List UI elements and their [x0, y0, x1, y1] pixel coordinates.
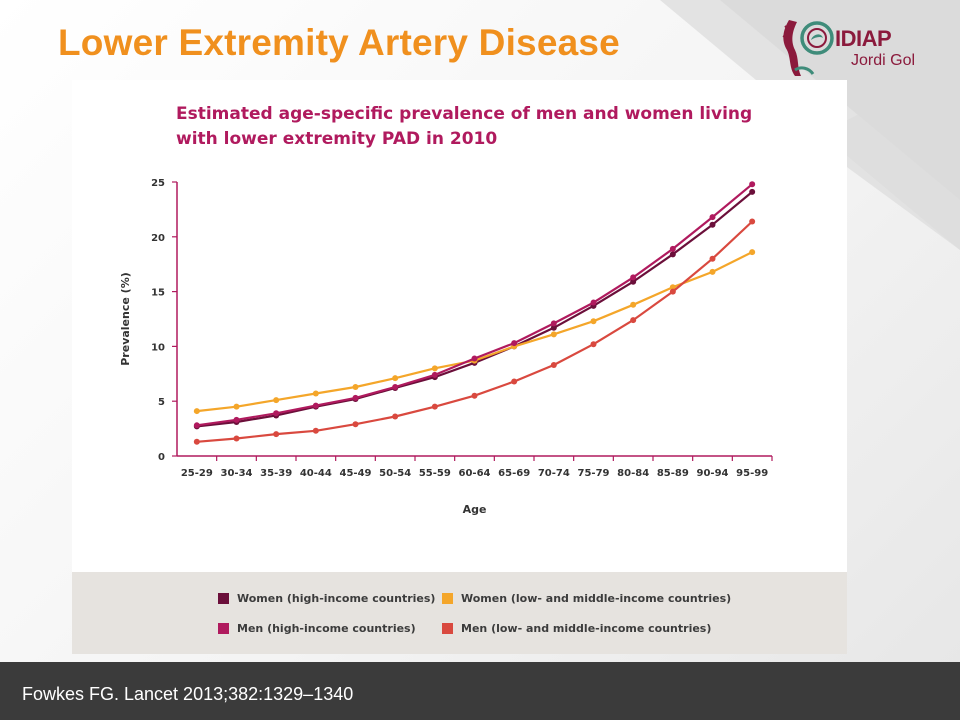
line-chart: 0 5 10 15 20 25 25-29 30-34 35-39 40-44 45-49 50-54…: [119, 178, 773, 516]
data-point-men-low-and-middle-income-countries: [630, 317, 637, 324]
legend-label: Men (low- and middle-income countries): [461, 622, 712, 635]
x-tick-label: 70-74: [538, 468, 570, 479]
x-tick-label: 40-44: [300, 468, 332, 479]
x-tick-label: 45-49: [340, 468, 372, 479]
citation: Fowkes FG. Lancet 2013;382:1329–1340: [22, 684, 354, 704]
idiap-emblem-icon: [782, 20, 834, 76]
data-point-men-low-and-middle-income-countries: [709, 255, 716, 262]
data-point-men-high-income-countries: [550, 320, 557, 327]
data-point-men-low-and-middle-income-countries: [511, 378, 518, 385]
data-point-men-high-income-countries: [630, 274, 637, 281]
logo-name: IDIAP: [835, 26, 892, 51]
data-point-men-low-and-middle-income-countries: [749, 218, 756, 225]
data-point-women-low-and-middle-income-countries: [312, 390, 319, 397]
x-tick-label: 95-99: [736, 468, 768, 479]
data-point-men-low-and-middle-income-countries: [193, 438, 200, 445]
legend-swatch: [218, 593, 229, 604]
x-tick-label: 80-84: [617, 468, 649, 479]
x-tick-label: 65-69: [498, 468, 530, 479]
data-point-women-low-and-middle-income-countries: [749, 249, 756, 256]
data-point-women-high-income-countries: [709, 221, 716, 228]
data-point-men-high-income-countries: [709, 214, 716, 221]
data-point-women-low-and-middle-income-countries: [273, 397, 280, 404]
y-tick-label: 0: [158, 452, 165, 463]
y-tick-label: 10: [151, 342, 165, 353]
data-point-women-low-and-middle-income-countries: [392, 375, 399, 382]
data-point-men-high-income-countries: [233, 416, 240, 423]
legend-swatch: [218, 623, 229, 634]
data-point-women-high-income-countries: [630, 278, 637, 285]
data-point-men-low-and-middle-income-countries: [431, 403, 438, 410]
data-point-women-low-and-middle-income-countries: [550, 331, 557, 338]
data-point-men-high-income-countries: [312, 402, 319, 409]
slide-title: Lower Extremity Artery Disease: [58, 22, 620, 63]
legend-item-women-low-middle-income: Women (low- and middle-income countries): [442, 592, 731, 605]
data-point-men-high-income-countries: [352, 394, 359, 401]
data-point-women-low-and-middle-income-countries: [630, 301, 637, 308]
data-point-men-low-and-middle-income-countries: [233, 435, 240, 442]
data-point-women-low-and-middle-income-countries: [233, 403, 240, 410]
data-point-men-high-income-countries: [471, 355, 478, 362]
series-line-men-high-income-countries: [196, 183, 753, 427]
series-line-women-low-and-middle-income-countries: [196, 251, 753, 413]
legend-label: Women (low- and middle-income countries): [461, 592, 732, 605]
data-point-men-high-income-countries: [511, 340, 518, 347]
y-tick-label: 20: [151, 233, 165, 244]
data-point-women-high-income-countries: [669, 251, 676, 258]
legend-item-women-high-income: Women (high-income countries): [218, 592, 435, 605]
x-tick-label: 30-34: [221, 468, 253, 479]
legend-swatch: [442, 623, 453, 634]
x-tick-label: 25-29: [181, 468, 213, 479]
data-point-men-low-and-middle-income-countries: [471, 392, 478, 399]
data-point-men-low-and-middle-income-countries: [590, 341, 597, 348]
legend-label: Men (high-income countries): [237, 622, 416, 635]
idiap-logo: IDIAP Jordi Gol: [775, 16, 925, 78]
y-tick-label: 25: [151, 178, 165, 189]
data-point-women-low-and-middle-income-countries: [590, 318, 597, 325]
data-point-men-high-income-countries: [392, 383, 399, 390]
data-point-men-high-income-countries: [273, 410, 280, 417]
y-tick-label: 15: [151, 288, 165, 299]
legend-swatch: [442, 593, 453, 604]
data-point-women-low-and-middle-income-countries: [352, 383, 359, 390]
data-point-men-high-income-countries: [193, 422, 200, 429]
x-tick-label: 75-79: [578, 468, 610, 479]
data-point-men-low-and-middle-income-countries: [312, 427, 319, 434]
y-axis-label: Prevalence (%): [119, 272, 132, 366]
x-axis-label: Age: [463, 503, 487, 516]
x-tick-label: 55-59: [419, 468, 451, 479]
x-tick-label: 90-94: [697, 468, 729, 479]
y-tick-label: 5: [158, 397, 165, 408]
data-point-women-low-and-middle-income-countries: [193, 408, 200, 415]
data-point-women-high-income-countries: [550, 324, 557, 331]
logo-subtitle: Jordi Gol: [851, 52, 916, 69]
x-tick-label: 60-64: [459, 468, 491, 479]
data-point-men-high-income-countries: [669, 245, 676, 252]
footer-bar: Fowkes FG. Lancet 2013;382:1329–1340: [0, 662, 960, 720]
chart-figure: Estimated age-specific prevalence of men…: [72, 80, 847, 654]
data-point-men-low-and-middle-income-countries: [550, 362, 557, 369]
data-point-women-low-and-middle-income-countries: [431, 365, 438, 372]
legend-item-men-low-middle-income: Men (low- and middle-income countries): [442, 622, 711, 635]
data-point-men-high-income-countries: [590, 299, 597, 306]
series-line-men-low-and-middle-income-countries: [196, 220, 753, 443]
data-point-men-high-income-countries: [431, 371, 438, 378]
chart-title: Estimated age-specific prevalence of men…: [176, 104, 753, 149]
legend-item-men-high-income: Men (high-income countries): [218, 622, 416, 635]
x-tick-label: 85-89: [657, 468, 689, 479]
series-line-women-high-income-countries: [196, 191, 753, 428]
data-point-women-low-and-middle-income-countries: [669, 284, 676, 291]
data-point-men-low-and-middle-income-countries: [352, 421, 359, 428]
data-point-women-low-and-middle-income-countries: [709, 268, 716, 275]
legend-label: Women (high-income countries): [237, 592, 436, 605]
data-point-women-high-income-countries: [749, 188, 756, 195]
data-point-men-low-and-middle-income-countries: [669, 288, 676, 295]
data-point-men-low-and-middle-income-countries: [392, 413, 399, 420]
data-point-men-low-and-middle-income-countries: [273, 431, 280, 438]
x-tick-label: 35-39: [260, 468, 292, 479]
x-tick-label: 50-54: [379, 468, 411, 479]
data-point-men-high-income-countries: [749, 181, 756, 188]
chart-legend: Women (high-income countries) Women (low…: [72, 572, 847, 654]
